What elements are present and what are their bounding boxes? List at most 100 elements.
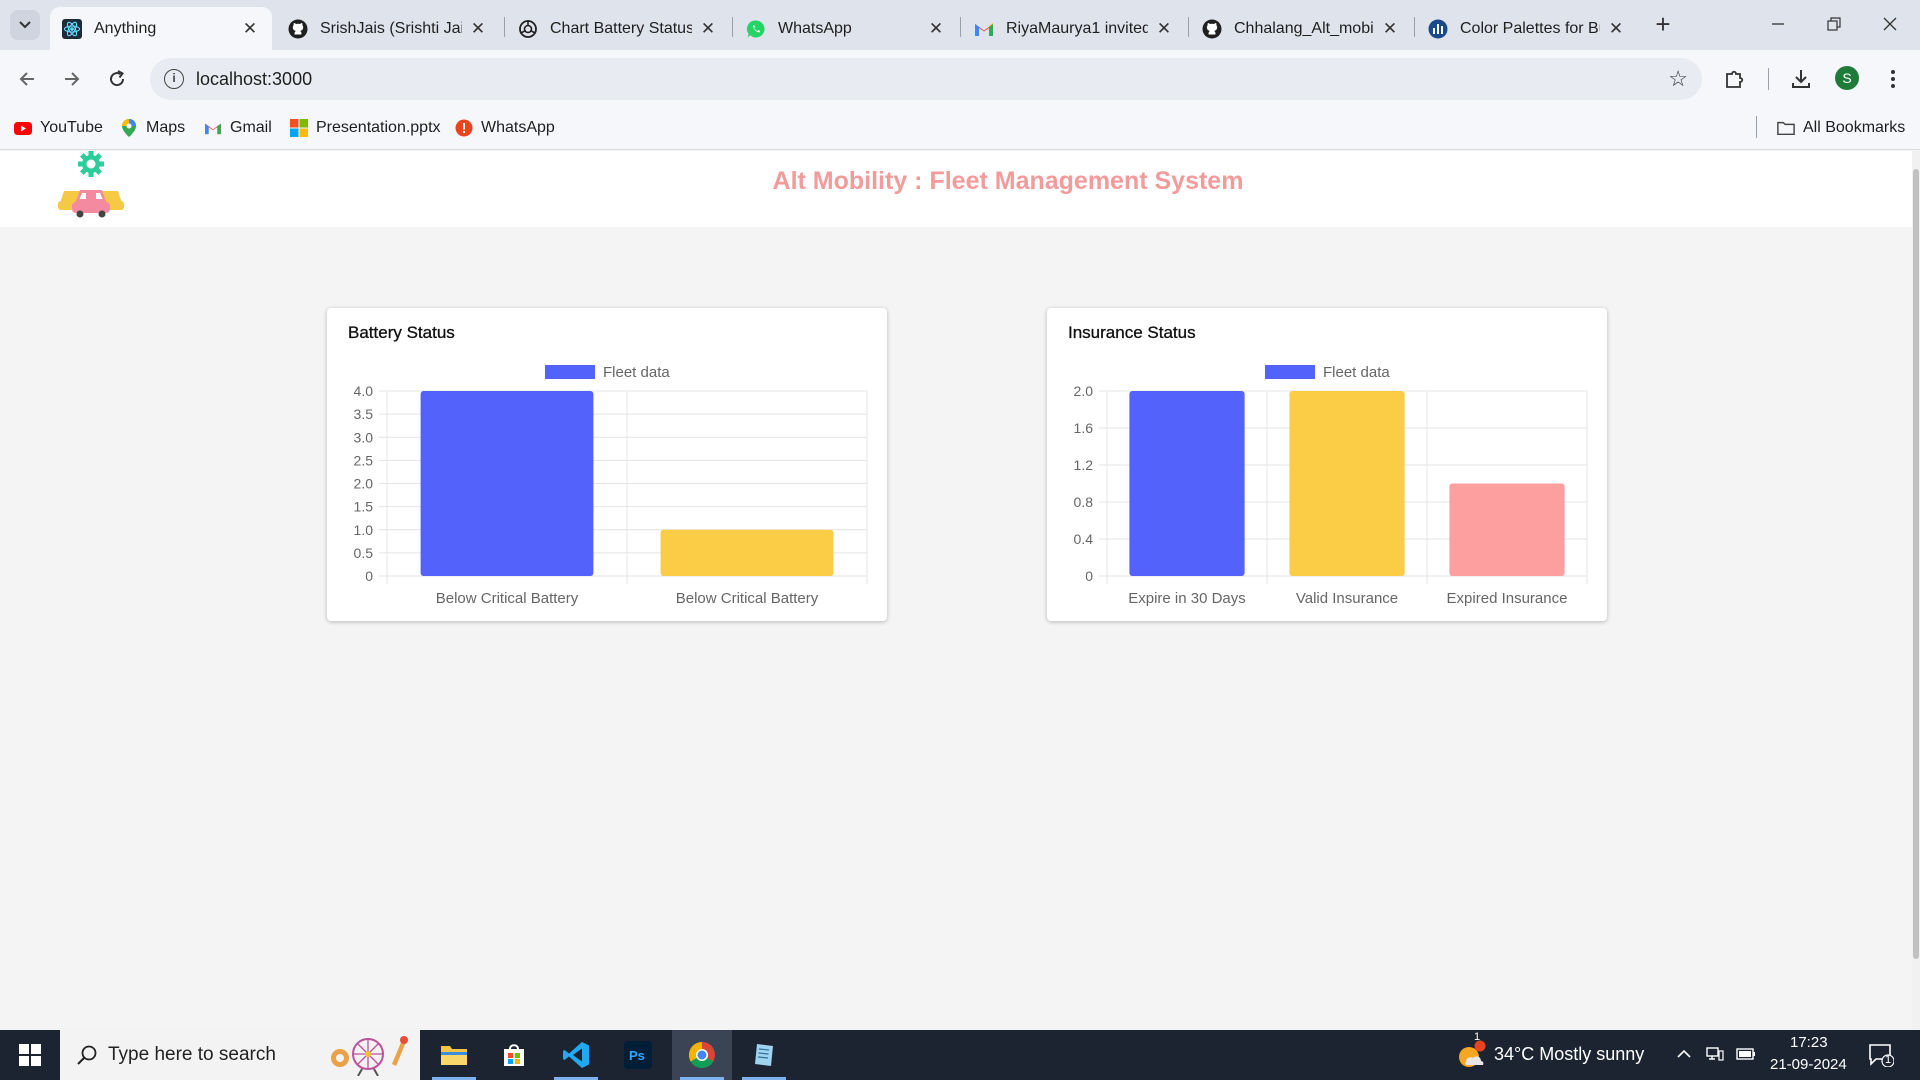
tab-color-palettes[interactable]: Color Palettes for Bu ✕ — [1416, 7, 1638, 50]
close-icon[interactable]: ✕ — [242, 18, 258, 38]
taskbar-vscode[interactable] — [546, 1030, 606, 1080]
close-window-button[interactable] — [1870, 10, 1910, 40]
taskbar-app-blue[interactable] — [734, 1030, 794, 1080]
close-icon[interactable]: ✕ — [700, 18, 716, 38]
bar — [660, 529, 834, 576]
menu-button[interactable] — [1876, 62, 1910, 96]
back-button[interactable] — [10, 62, 44, 96]
forward-button[interactable] — [55, 62, 89, 96]
tab-label: WhatsApp — [778, 19, 852, 37]
bookmark-label: YouTube — [40, 119, 103, 136]
insurance-status-card: Insurance Status Fleet data 0 0.4 0.8 1.2 1.6… — [1047, 308, 1607, 621]
vscode-icon — [563, 1042, 589, 1068]
page-scrollbar[interactable] — [1912, 151, 1920, 1030]
close-icon[interactable]: ✕ — [928, 18, 944, 38]
tab-divider — [1414, 17, 1415, 37]
y-tick-label: 0.5 — [354, 545, 374, 561]
taskbar-photoshop[interactable]: Ps — [608, 1030, 668, 1080]
info-icon[interactable]: i — [164, 69, 184, 89]
restore-button[interactable] — [1814, 10, 1854, 40]
network-icon[interactable] — [1706, 1045, 1724, 1063]
battery-status-card: Battery Status Fleet data 0 0.5 1.0 1.5 2.0 2.… — [327, 308, 887, 621]
y-tick-label: 2.0 — [354, 476, 374, 492]
taskbar-search[interactable]: Type here to search — [60, 1030, 420, 1080]
whatsapp-error-icon — [455, 119, 473, 137]
reload-button[interactable] — [100, 62, 134, 96]
taskbar-file-explorer[interactable] — [424, 1030, 484, 1080]
all-bookmarks-button[interactable]: All Bookmarks — [1777, 116, 1905, 140]
start-button[interactable] — [0, 1030, 60, 1080]
tab-strip: Anything ✕ SrishJais (Srishti Jaisw ✕ Ch… — [0, 0, 1920, 50]
whatsapp-icon — [746, 19, 766, 39]
y-tick-label: 4.0 — [354, 383, 374, 399]
bookmark-label: All Bookmarks — [1803, 119, 1906, 136]
browser-toolbar: i localhost:3000 ☆ — [0, 50, 1920, 107]
bookmark-youtube[interactable]: YouTube — [14, 116, 103, 140]
downloads-button[interactable] — [1784, 62, 1818, 96]
bookmark-label: WhatsApp — [481, 119, 555, 136]
tab-label: Chhalang_Alt_mobility — [1234, 19, 1374, 37]
close-icon[interactable]: ✕ — [1608, 18, 1624, 38]
legend-label: Fleet data — [1323, 364, 1390, 381]
legend-swatch — [1265, 365, 1315, 379]
weather-badge: 1 — [1474, 1031, 1481, 1043]
minimize-button[interactable] — [1758, 10, 1798, 40]
profile-avatar[interactable]: S — [1835, 66, 1859, 90]
tab-whatsapp[interactable]: WhatsApp ✕ — [734, 7, 958, 50]
bookmark-maps[interactable]: Maps — [120, 116, 185, 140]
chart-icon — [1428, 19, 1448, 39]
close-icon[interactable]: ✕ — [470, 18, 486, 38]
legend-label: Fleet data — [603, 364, 670, 381]
y-tick-label: 1.6 — [1074, 420, 1094, 436]
y-tick-label: 0 — [1085, 568, 1093, 584]
battery-icon[interactable] — [1736, 1047, 1756, 1061]
insurance-status-chart: Fleet data 0 0.4 0.8 1.2 1.6 2.0 Expire in 30 D… — [1074, 364, 1588, 607]
taskbar-chrome[interactable] — [672, 1030, 732, 1080]
puzzle-icon — [1726, 70, 1744, 88]
bookmark-label: Maps — [146, 119, 186, 136]
new-tab-button[interactable]: + — [1655, 9, 1671, 39]
gmail-icon — [974, 19, 994, 39]
bookmark-label: Presentation.pptx — [316, 119, 441, 136]
minimize-icon — [1772, 23, 1784, 25]
bookmark-gmail[interactable]: Gmail — [204, 116, 272, 140]
clock-time[interactable]: 17:23 — [1790, 1034, 1828, 1051]
address-bar[interactable]: i localhost:3000 ☆ — [150, 58, 1702, 100]
chevron-up-icon[interactable] — [1676, 1048, 1692, 1060]
notification-icon[interactable] — [1868, 1043, 1894, 1067]
tab-github-srishjais[interactable]: SrishJais (Srishti Jaisw ✕ — [276, 7, 500, 50]
y-tick-label: 0.8 — [1074, 494, 1094, 510]
arrow-left-icon — [19, 72, 34, 86]
y-tick-label: 1.5 — [354, 499, 374, 515]
tab-anything[interactable]: Anything ✕ — [50, 7, 272, 50]
chatgpt-icon — [518, 19, 538, 39]
search-placeholder: Type here to search — [108, 1044, 276, 1065]
url-text[interactable]: localhost:3000 — [196, 69, 313, 89]
close-icon[interactable]: ✕ — [1156, 18, 1172, 38]
fleet-logo-icon — [58, 151, 124, 218]
taskbar-store[interactable] — [484, 1030, 544, 1080]
tab-gmail[interactable]: RiyaMaurya1 invited ✕ — [962, 7, 1186, 50]
ferris-wheel-icon — [331, 1036, 408, 1076]
windows-taskbar: Type here to search Ps 1 34°C Mostly sun… — [0, 1030, 1920, 1080]
y-tick-label: 3.0 — [354, 429, 374, 445]
tab-search-button[interactable] — [10, 10, 40, 40]
y-tick-label: 0.4 — [1074, 531, 1094, 547]
bookmark-whatsapp[interactable]: WhatsApp — [455, 116, 555, 140]
chart-title: Insurance Status — [1068, 323, 1196, 342]
bookmarks-divider — [1756, 116, 1757, 138]
extensions-button[interactable] — [1718, 62, 1752, 96]
tab-github-chhalang[interactable]: Chhalang_Alt_mobility ✕ — [1190, 7, 1412, 50]
tab-chatgpt[interactable]: Chart Battery Status C ✕ — [506, 7, 730, 50]
bookmark-presentation[interactable]: Presentation.pptx — [290, 116, 441, 140]
star-icon[interactable]: ☆ — [1668, 66, 1688, 91]
chevron-down-icon — [19, 21, 31, 29]
tab-divider — [1188, 17, 1189, 37]
close-icon[interactable]: ✕ — [1382, 18, 1398, 38]
scrollbar-thumb[interactable] — [1913, 169, 1919, 959]
x-tick-label: Expired Insurance — [1447, 590, 1568, 607]
weather-text[interactable]: 34°C Mostly sunny — [1494, 1044, 1645, 1064]
tab-divider — [960, 17, 961, 37]
clock-date[interactable]: 21-09-2024 — [1770, 1056, 1847, 1073]
chrome-icon — [688, 1041, 715, 1069]
